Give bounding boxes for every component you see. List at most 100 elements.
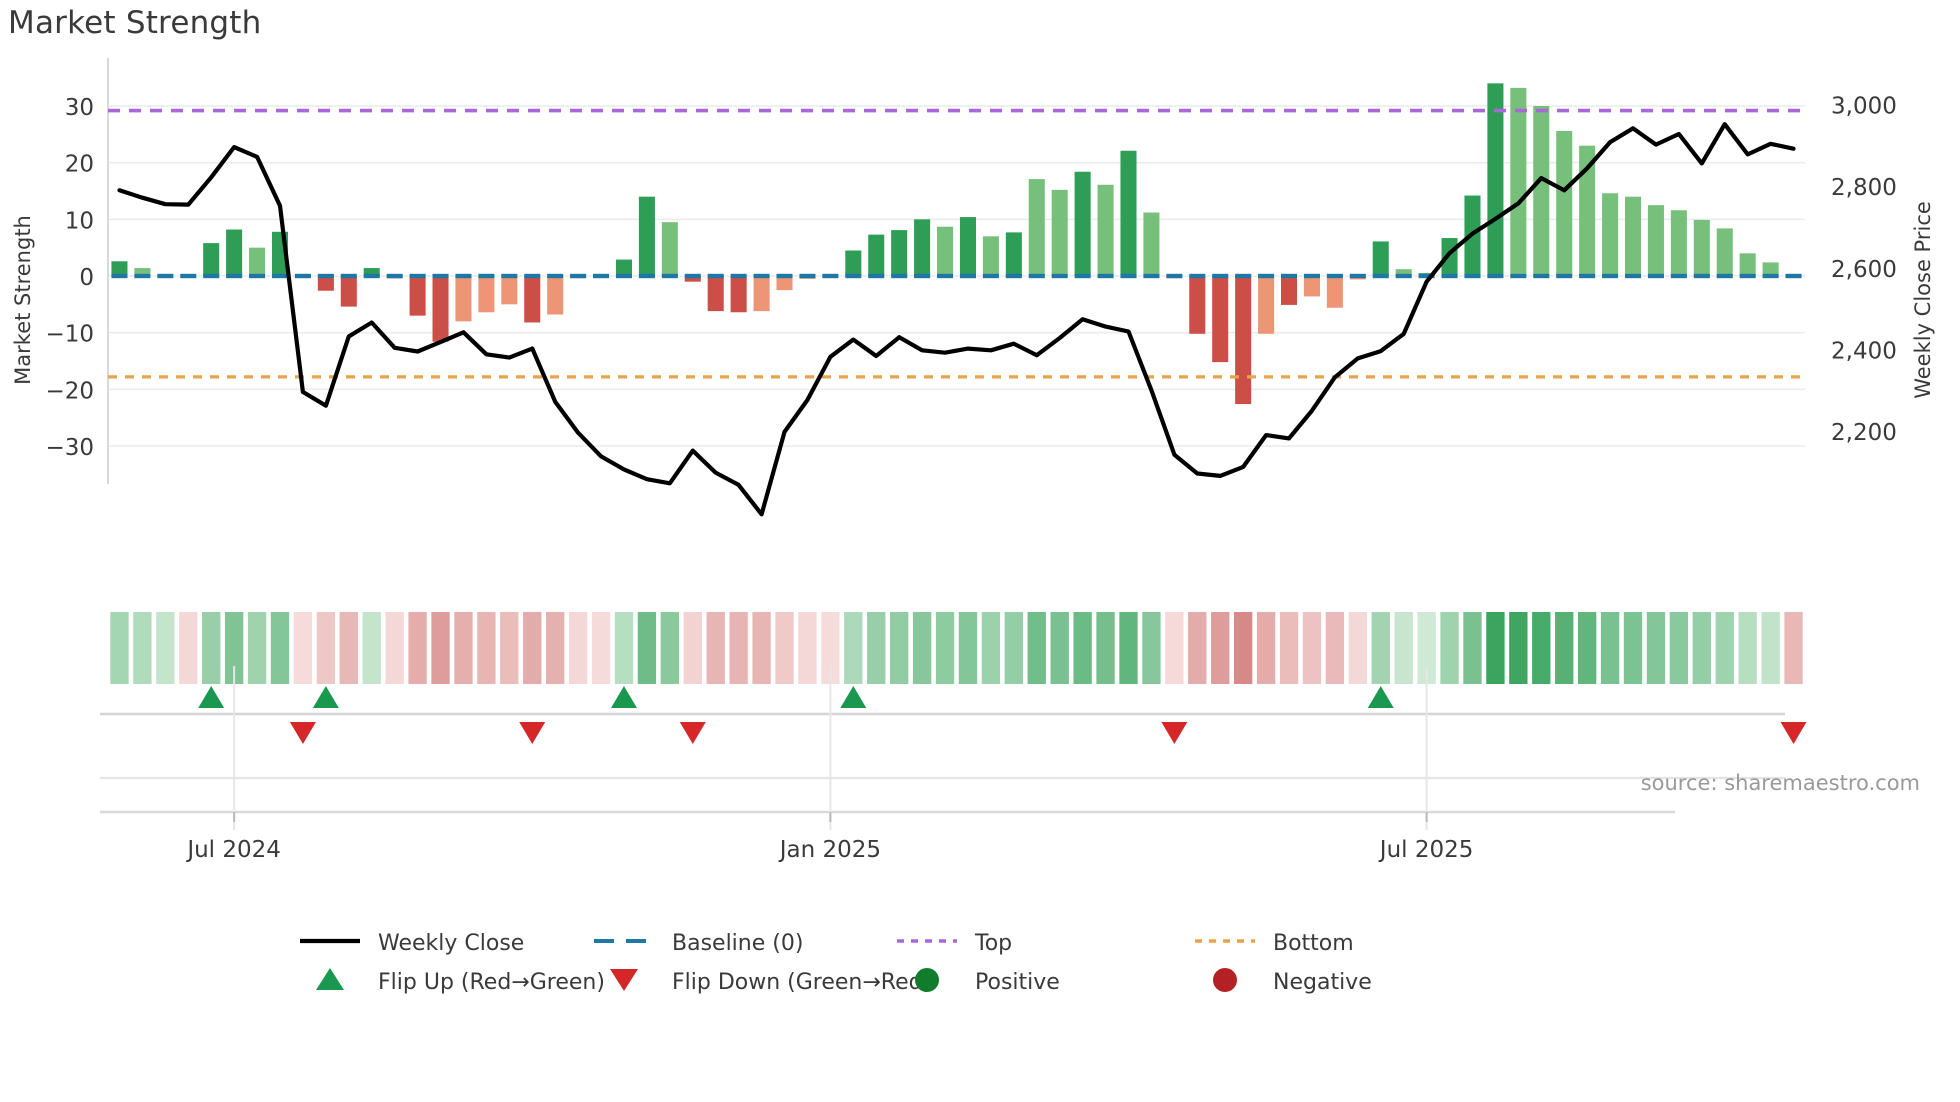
legend-item-label[interactable]: Negative [1273,970,1372,995]
bars-layer [111,83,1802,405]
heatmap-cell [729,612,748,684]
heatmap-cell [1463,612,1482,684]
legend-item-label[interactable]: Baseline (0) [672,931,803,956]
strength-bar [1602,193,1619,276]
flip-down-marker [679,722,706,744]
flip-down-marker [519,722,546,744]
heatmap-cell [133,612,152,684]
baseline-segment [455,273,472,279]
legend-negative-icon [1213,968,1237,992]
baseline-segment [1395,273,1412,279]
baseline-segment [180,273,197,279]
heatmap-cell [1050,612,1069,684]
baseline-segment [1716,273,1733,279]
legend-item-label[interactable]: Bottom [1273,931,1354,956]
heatmap-cell [1417,612,1436,684]
baseline-segment [638,273,655,279]
baseline-segment [1166,273,1183,279]
baseline-segment [799,273,816,279]
heatmap-cell [224,612,244,684]
baseline-segment [226,273,243,279]
heatmap-cell [431,612,450,684]
baseline-segment [570,273,587,279]
strength-bar [1487,83,1504,276]
page-title: Market Strength [8,5,262,41]
left-axis-tick-label: −10 [45,322,94,348]
baseline-segment [914,273,931,279]
baseline-segment [1303,273,1320,279]
heatmap-cell [408,612,427,684]
baseline-segment [1579,273,1596,279]
strength-bar [1693,219,1710,276]
heatmap-cell [752,612,771,684]
baseline-segment [547,273,564,279]
baseline-segment [959,273,976,279]
heatmap-cell [591,612,611,684]
strength-bar [914,219,931,276]
strength-bar [959,217,976,276]
flip-marker-row [100,686,1807,814]
source-note: source: sharemaestro.com [1641,771,1920,795]
baseline-segment [776,273,793,279]
baseline-segment [1097,273,1114,279]
strength-bar [684,276,701,282]
baseline-segment [1533,273,1550,279]
heatmap-cell [293,612,313,684]
right-axis-tick-label: 3,000 [1831,94,1897,120]
legend-item-label[interactable]: Top [974,931,1012,956]
baseline-segment [271,273,289,279]
strength-bar [753,276,770,312]
strength-bar [1556,130,1573,276]
heatmap-cell [1096,612,1115,684]
strength-bar [134,268,151,276]
heatmap-cell [1509,612,1528,684]
baseline-segment [753,273,770,279]
weekly-close-polyline [117,122,1796,517]
flip-up-marker [312,686,339,708]
heatmap-cell [683,612,702,684]
baseline-segment [1005,273,1022,279]
strength-bar [661,222,678,276]
baseline-segment [432,273,449,279]
heatmap-cell [1165,612,1184,684]
flip-up-marker [610,686,637,708]
strength-bar [226,229,243,276]
strength-bar [432,276,449,342]
x-axis-tick-label: Jul 2024 [185,837,281,863]
left-axis-tick-label: −30 [45,435,94,461]
baseline-segment [1762,273,1779,279]
strength-bar [1624,196,1642,276]
flip-up-marker [198,686,225,708]
flip-down-marker [1161,722,1188,744]
heatmap-cell [1784,612,1803,684]
legend-item-label[interactable]: Flip Up (Red→Green) [378,970,605,995]
baseline-markers [111,273,1802,279]
strength-bar [730,276,747,313]
heatmap-cell [1715,612,1734,684]
weekly-close-line [117,122,1796,517]
legend-item-label[interactable]: Weekly Close [378,931,524,956]
baseline-segment [593,273,610,279]
baseline-segment [317,273,334,279]
baseline-segment [1602,273,1619,279]
strength-bar [1670,210,1687,276]
left-axis-ticks: 30 20 10 0 −10 −20 −30 [45,95,94,461]
left-axis-tick-label: 30 [65,95,94,121]
baseline-segment [340,273,357,279]
legend-item-label[interactable]: Positive [975,970,1060,995]
baseline-segment [1120,273,1137,279]
heatmap-cell [821,612,840,684]
heatmap-cell [637,612,657,684]
baseline-segment [1051,273,1068,279]
heatmap-cell [614,612,634,684]
left-axis-tick-label: 20 [65,152,94,178]
baseline-segment [478,273,495,279]
heatmap-cell [454,612,473,684]
strength-bar [1120,150,1137,276]
strength-bar [1051,189,1068,276]
x-axis-ticks: Jul 2024 Jan 2025 Jul 2025 [185,666,1473,863]
heatmap-cell [1371,612,1390,684]
legend-item-label[interactable]: Flip Down (Green→Red) [672,970,931,995]
baseline-segment [1372,273,1389,279]
baseline-segment [501,273,518,279]
